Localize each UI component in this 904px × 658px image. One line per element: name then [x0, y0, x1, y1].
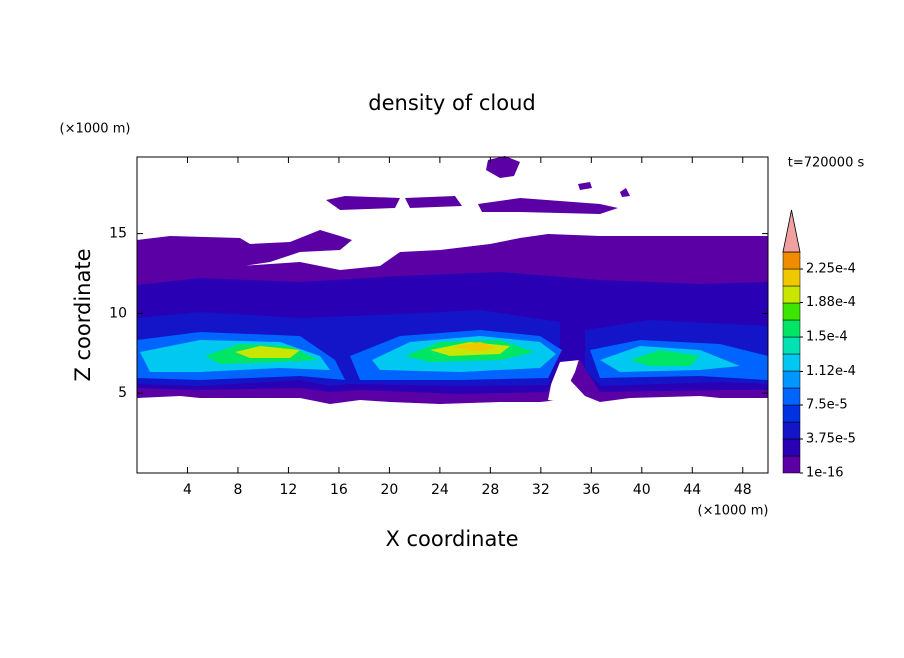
contour-region	[486, 156, 520, 178]
x-tick-label: 8	[233, 482, 242, 498]
x-tick-label: 16	[330, 482, 348, 498]
x-tick-label: 24	[431, 482, 449, 498]
contour-region	[578, 182, 592, 190]
x-tick-label: 40	[633, 482, 651, 498]
colorbar-label: 1.5e-4	[806, 330, 848, 345]
x-tick-label: 32	[532, 482, 550, 498]
colorbar-box	[782, 438, 801, 457]
colorbar-label: 7.5e-5	[806, 398, 848, 413]
colorbar-box	[782, 421, 801, 440]
chart-title: density of cloud	[368, 91, 535, 115]
colorbar-label: 3.75e-5	[806, 432, 856, 447]
contour-field	[137, 156, 768, 404]
contour-region	[620, 188, 630, 197]
colorbar-label: 2.25e-4	[806, 262, 856, 277]
colorbar-box	[782, 268, 801, 287]
x-tick-label: 4	[183, 482, 192, 498]
contour-region	[630, 350, 700, 366]
y-tick-label: 15	[109, 226, 127, 242]
x-tick-label: 36	[582, 482, 600, 498]
y-tick-label: 5	[118, 385, 127, 401]
x-tick-label: 28	[481, 482, 499, 498]
colorbar-box	[782, 319, 801, 338]
colorbar-box	[782, 251, 801, 270]
colorbar-box	[782, 455, 801, 474]
contour-region	[235, 346, 300, 358]
colorbar-label: 1.88e-4	[806, 295, 856, 310]
y-tick-label: 10	[109, 305, 127, 321]
colorbar-label: 1.12e-4	[806, 364, 856, 379]
colorbar-box	[782, 387, 801, 406]
contour-region	[405, 196, 462, 208]
x-tick-label: 48	[734, 482, 752, 498]
x-tick-label: 44	[683, 482, 701, 498]
contour-region	[478, 198, 618, 214]
colorbar-box	[782, 302, 801, 321]
x-axis-label: X coordinate	[385, 527, 518, 551]
colorbar-box	[782, 404, 801, 423]
colorbar-box	[782, 336, 801, 355]
colorbar-extend	[782, 209, 801, 253]
x-unit: (×1000 m)	[698, 504, 769, 519]
time-label: t=720000 s	[788, 156, 865, 171]
y-axis-label: Z coordinate	[71, 248, 95, 381]
y-unit: (×1000 m)	[60, 122, 131, 137]
contour-region	[326, 196, 400, 210]
x-tick-label: 12	[280, 482, 298, 498]
colorbar-box	[782, 285, 801, 304]
colorbar-label: 1e-16	[806, 466, 844, 481]
colorbar-box	[782, 370, 801, 389]
colorbar-box	[782, 353, 801, 372]
plot-frame	[136, 156, 769, 474]
contour-region	[452, 342, 498, 351]
x-tick-label: 20	[380, 482, 398, 498]
